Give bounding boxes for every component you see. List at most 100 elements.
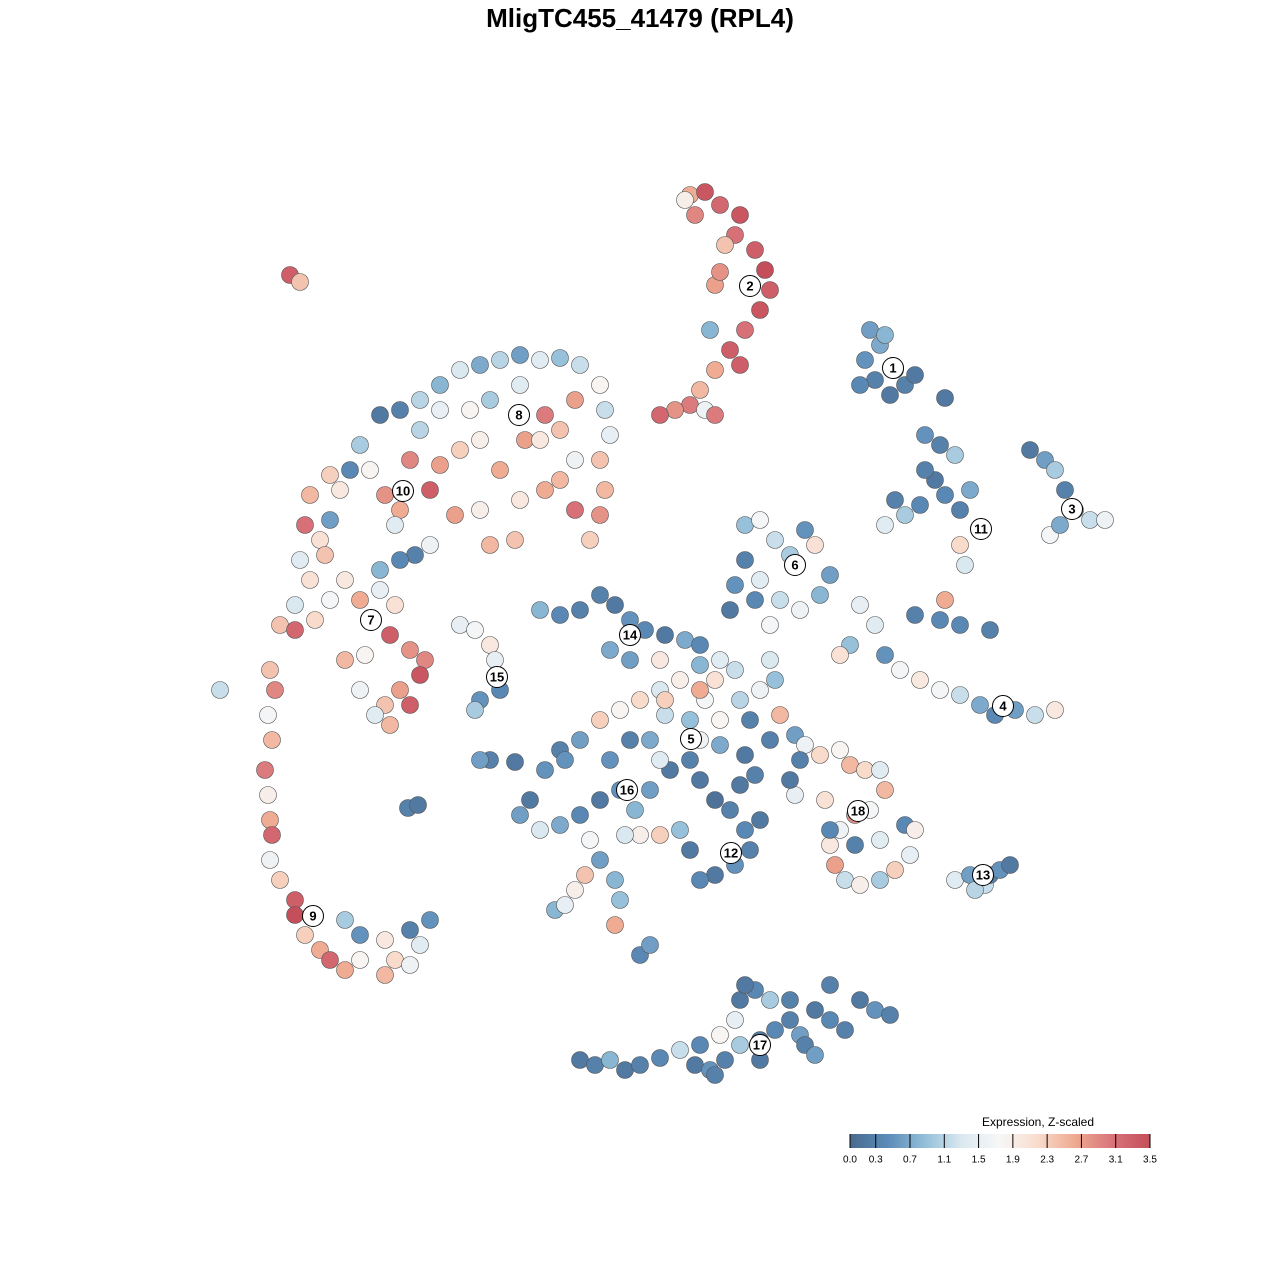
- point: [831, 741, 849, 759]
- point: [771, 706, 789, 724]
- point: [691, 381, 709, 399]
- point: [591, 376, 609, 394]
- point: [211, 681, 229, 699]
- point: [766, 1021, 784, 1039]
- point: [391, 551, 409, 569]
- colorbar-tick-label: 3.5: [1143, 1155, 1157, 1166]
- point: [411, 936, 429, 954]
- point: [361, 461, 379, 479]
- point: [731, 1036, 749, 1054]
- cluster-badge: [302, 905, 324, 927]
- cluster-label: 13: [976, 867, 990, 882]
- point: [471, 356, 489, 374]
- point: [971, 696, 989, 714]
- point: [821, 821, 839, 839]
- point: [711, 196, 729, 214]
- cluster-label: 16: [620, 782, 634, 797]
- point: [451, 441, 469, 459]
- point: [606, 596, 624, 614]
- point: [631, 691, 649, 709]
- cluster-badge: [720, 842, 742, 864]
- point: [746, 766, 764, 784]
- point: [416, 651, 434, 669]
- point: [751, 681, 769, 699]
- cluster-badge: [1061, 498, 1083, 520]
- point: [706, 361, 724, 379]
- cluster-label: 10: [396, 483, 410, 498]
- point: [816, 791, 834, 809]
- cluster-badge: [616, 779, 638, 801]
- point: [686, 1056, 704, 1074]
- point: [576, 866, 594, 884]
- point: [626, 801, 644, 819]
- point: [901, 846, 919, 864]
- point: [681, 396, 699, 414]
- point: [591, 586, 609, 604]
- point: [851, 991, 869, 1009]
- point: [566, 451, 584, 469]
- point: [741, 841, 759, 859]
- point: [751, 571, 769, 589]
- point: [466, 621, 484, 639]
- point: [531, 351, 549, 369]
- point: [271, 616, 289, 634]
- point: [946, 446, 964, 464]
- point: [611, 701, 629, 719]
- point: [936, 591, 954, 609]
- point: [761, 281, 779, 299]
- point: [306, 611, 324, 629]
- point: [401, 451, 419, 469]
- point: [286, 596, 304, 614]
- cluster-label: 9: [309, 908, 316, 923]
- point: [871, 871, 889, 889]
- point: [711, 263, 729, 281]
- point: [786, 786, 804, 804]
- colorbar-tick-label: 1.5: [972, 1155, 986, 1166]
- point: [651, 826, 669, 844]
- point: [391, 681, 409, 699]
- point: [536, 761, 554, 779]
- point: [356, 646, 374, 664]
- point: [401, 696, 419, 714]
- point: [321, 591, 339, 609]
- point: [946, 871, 964, 889]
- point: [651, 406, 669, 424]
- point: [931, 436, 949, 454]
- point: [551, 606, 569, 624]
- colorbar-tick-label: 1.1: [937, 1155, 951, 1166]
- point: [286, 906, 304, 924]
- point: [401, 641, 419, 659]
- point: [916, 461, 934, 479]
- point: [431, 376, 449, 394]
- point: [681, 841, 699, 859]
- point: [781, 1011, 799, 1029]
- point: [731, 776, 749, 794]
- colorbar: Expression, Z-scaled 0.0 0.3 0.7 1.1 1.5 1.9 2…: [843, 1115, 1157, 1165]
- point: [731, 356, 749, 374]
- point: [781, 771, 799, 789]
- cluster-badge: [749, 1034, 771, 1056]
- cluster-badge: [360, 609, 382, 631]
- colorbar-tick-label: 3.1: [1109, 1155, 1123, 1166]
- point: [871, 831, 889, 849]
- point: [806, 536, 824, 554]
- point: [263, 731, 281, 749]
- point: [691, 1036, 709, 1054]
- point: [1021, 441, 1039, 459]
- point: [376, 931, 394, 949]
- point: [866, 1001, 884, 1019]
- point: [491, 461, 509, 479]
- point: [726, 576, 744, 594]
- point: [261, 661, 279, 679]
- point: [259, 706, 277, 724]
- point: [711, 651, 729, 669]
- point: [566, 501, 584, 519]
- point: [421, 911, 439, 929]
- point: [851, 376, 869, 394]
- point: [716, 236, 734, 254]
- point: [691, 656, 709, 674]
- cluster-label: 11: [974, 521, 988, 536]
- point: [961, 481, 979, 499]
- point: [811, 746, 829, 764]
- point: [581, 531, 599, 549]
